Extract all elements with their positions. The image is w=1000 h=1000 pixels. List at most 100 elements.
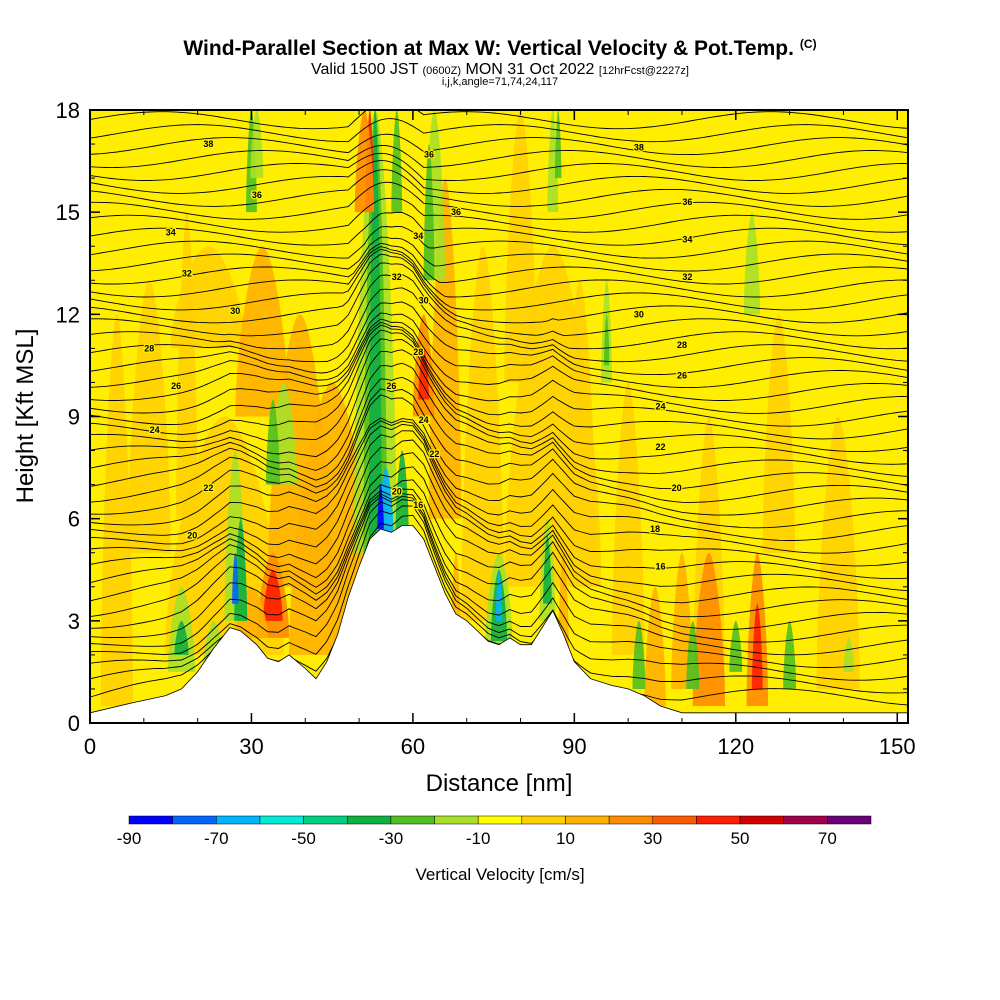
plot-area: 38 36 34 32 30 28 26 24 22 20 36 36 34 32 30 28 26 24 22 20… <box>90 110 908 723</box>
theta-contour-line <box>90 262 908 337</box>
theta-contour-label: 22 <box>655 442 665 452</box>
theta-contour-line <box>90 248 908 311</box>
colorbar-swatch <box>128 815 173 825</box>
colorbar-tick-label: 70 <box>818 829 837 848</box>
theta-contour-line <box>90 197 908 233</box>
theta-contour-label: 36 <box>451 207 461 217</box>
velocity-region <box>354 110 375 213</box>
colorbar-swatch <box>827 815 872 825</box>
theta-contour-line <box>90 394 908 516</box>
colorbar-tick-label: -30 <box>379 829 404 848</box>
valid-utc: (0600Z) <box>422 65 462 77</box>
velocity-region <box>461 246 505 621</box>
theta-contour-line <box>90 452 908 592</box>
x-axis-label: Distance [nm] <box>426 770 573 797</box>
theta-contour-line <box>90 246 908 298</box>
velocity-region <box>554 110 562 179</box>
y-tick-label: 0 <box>68 711 80 736</box>
colorbar-tick-label: -90 <box>117 829 142 848</box>
theta-contour-label: 32 <box>182 268 192 278</box>
theta-contour-line <box>90 493 908 643</box>
x-tick-label: 0 <box>84 734 96 759</box>
velocity-region <box>843 637 855 672</box>
y-tick-label: 9 <box>68 405 80 430</box>
theta-contour-label: 28 <box>413 347 423 357</box>
velocity-region <box>265 399 280 485</box>
x-tick-label: 30 <box>239 734 263 759</box>
colorbar-tick-label: 50 <box>731 829 750 848</box>
colorbar-swatch <box>259 815 304 825</box>
theta-contour-label: 34 <box>166 228 176 238</box>
colorbar-swatch <box>608 815 654 825</box>
theta-contour-label: 32 <box>682 272 692 282</box>
theta-contour-line <box>90 318 908 401</box>
velocity-region <box>232 552 239 604</box>
theta-contour-label: 34 <box>413 231 423 241</box>
theta-contour-line <box>90 253 908 324</box>
y-tick-label: 15 <box>56 200 80 225</box>
colorbar-swatch <box>565 815 610 825</box>
theta-contour-line <box>90 211 908 246</box>
theta-contour-label: 24 <box>655 401 665 411</box>
theta-contour-label: 22 <box>203 483 213 493</box>
theta-contour-label: 22 <box>429 449 439 459</box>
theta-contour-label: 26 <box>386 381 396 391</box>
theta-contour-line <box>90 321 908 414</box>
theta-contour-line <box>90 388 908 503</box>
colorbar-swatch <box>696 815 741 825</box>
theta-contour-line <box>90 242 908 285</box>
theta-contour-line <box>90 420 908 541</box>
theta-contour-line <box>90 495 908 656</box>
colorbar-swatch <box>172 815 217 825</box>
theta-contour-line <box>90 479 908 618</box>
y-tick-label: 12 <box>56 302 80 327</box>
colorbar-swatch <box>303 815 348 825</box>
title-text: Wind-Parallel Section at Max W: Vertical… <box>183 37 794 60</box>
colorbar-label: Vertical Velocity [cm/s] <box>415 865 584 884</box>
theta-contour-line <box>90 499 908 668</box>
theta-contour-line <box>90 287 908 363</box>
colorbar-swatch <box>477 815 523 825</box>
theta-contour-label: 30 <box>634 309 644 319</box>
colorbar-swatch <box>783 815 828 825</box>
theta-contour-line <box>90 133 908 156</box>
copyright-mark: (C) <box>799 37 817 51</box>
theta-contour-line <box>90 349 908 465</box>
theta-contour-label: 28 <box>677 340 687 350</box>
theta-contour-line <box>90 169 908 207</box>
theta-contour-label: 26 <box>171 381 181 391</box>
y-axis-label: Height [Kft MSL] <box>12 329 39 504</box>
colorbar-swatch <box>739 815 784 825</box>
theta-contour-line <box>90 362 908 477</box>
x-tick-label: 120 <box>717 734 754 759</box>
theta-contour-line <box>90 439 908 580</box>
velocity-region <box>174 620 189 655</box>
theta-contour-line <box>90 324 908 427</box>
velocity-region <box>127 280 171 553</box>
theta-contour-line <box>90 423 908 554</box>
theta-contour-line <box>90 225 908 259</box>
velocity-region <box>686 620 700 689</box>
valid-time: Valid 1500 JST <box>311 61 419 78</box>
colorbar-swatch <box>390 815 435 825</box>
theta-contour-line <box>90 118 908 143</box>
theta-contour-line <box>90 145 908 169</box>
theta-contour-label: 24 <box>419 415 429 425</box>
colorbar-swatch <box>216 815 261 825</box>
theta-contour-label: 18 <box>650 524 660 534</box>
velocity-region <box>612 382 645 655</box>
colorbar-swatch <box>346 815 392 825</box>
theta-contour-line <box>90 110 908 130</box>
theta-contour-label: 38 <box>634 142 644 152</box>
theta-contour-line <box>90 312 908 389</box>
valid-date: MON 31 Oct 2022 <box>465 61 595 78</box>
theta-contour-label: 20 <box>672 483 682 493</box>
y-tick-label: 6 <box>68 507 80 532</box>
velocity-region <box>632 620 646 689</box>
velocity-region <box>395 450 409 529</box>
theta-contour-label: 36 <box>682 197 692 207</box>
x-tick-label: 90 <box>562 734 586 759</box>
theta-contour-label: 32 <box>392 272 402 282</box>
theta-contour-label: 20 <box>392 486 402 496</box>
colorbar-tick-label: 10 <box>556 829 575 848</box>
